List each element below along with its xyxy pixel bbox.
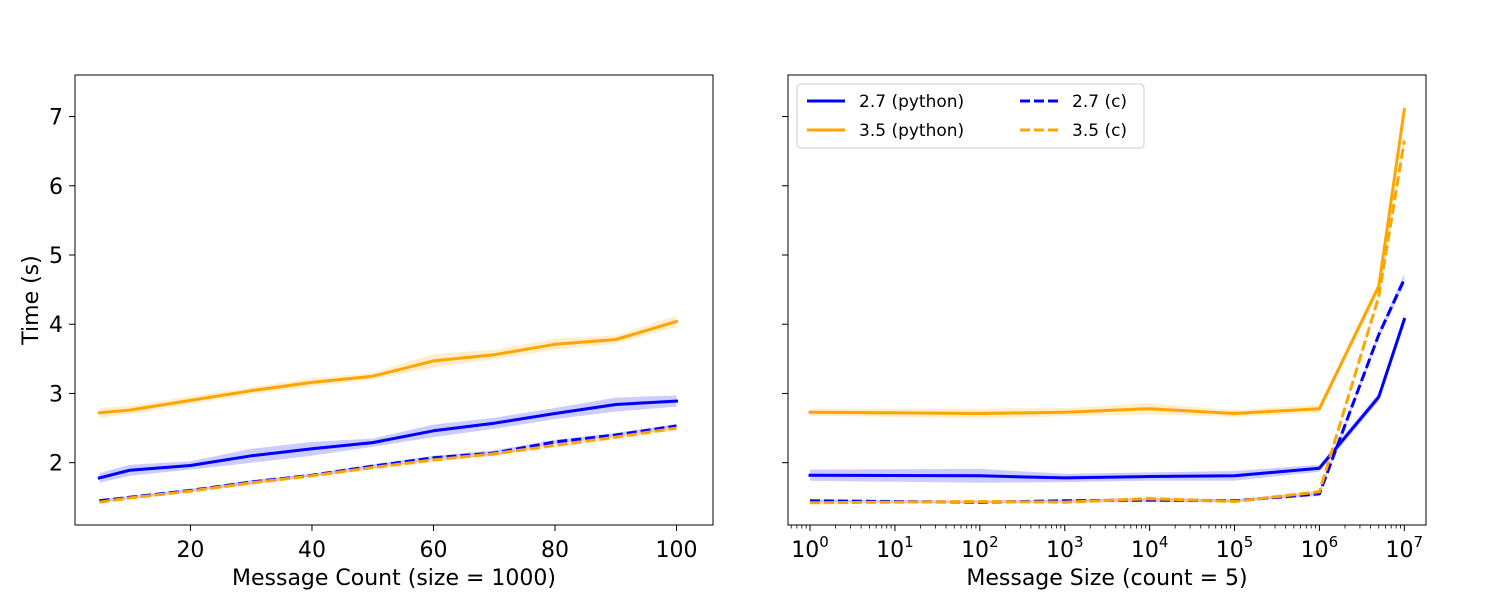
x-tick-label-1-2: 102: [961, 533, 999, 563]
x-tick-label-1-1: 101: [876, 533, 914, 563]
series-line-1-0: [808, 317, 1407, 480]
legend-label-0: 2.7 (python): [859, 92, 964, 112]
y-tick-label-0-3: 5: [49, 244, 63, 269]
left-x-ticks: 20 40 60 80 100: [176, 525, 698, 563]
left-series-lines: [97, 319, 679, 504]
left-y-axis-label: Time (s): [19, 255, 44, 345]
right-x-axis-label: Message Size (count = 5): [966, 566, 1247, 591]
y-tick-label-0-4: 6: [49, 175, 63, 200]
legend-label-3: 3.5 (c): [1072, 121, 1127, 141]
left-axes-frame: [74, 74, 714, 526]
right-plot-panel: 100 101 102 103 104 105 106 107 Message Size (c…: [782, 74, 1427, 591]
x-tick-label-0-1: 40: [298, 538, 326, 563]
right-y-ticks: [782, 116, 788, 464]
legend-label-1: 3.5 (python): [859, 121, 964, 141]
y-tick-label-0-1: 3: [49, 382, 63, 407]
x-tick-label-0-3: 80: [541, 538, 569, 563]
x-tick-label-1-7: 107: [1386, 533, 1424, 563]
right-series-lines: [808, 107, 1407, 505]
left-plot-panel: 20 40 60 80 100 2 3 4 5 6 7 Message Count (size =…: [19, 74, 714, 591]
series-line-0-3: [99, 426, 677, 504]
x-tick-label-1-4: 104: [1131, 533, 1169, 563]
series-line-1-1: [808, 107, 1406, 415]
x-tick-label-1-3: 103: [1046, 533, 1084, 563]
left-x-axis-label: Message Count (size = 1000): [232, 566, 556, 591]
right-x-ticks: 100 101 102 103 104 105 106 107: [790, 525, 1424, 563]
series-line-1-3: [809, 140, 1406, 505]
legend-label-2: 2.7 (c): [1072, 92, 1127, 112]
x-tick-label-1-0: 100: [791, 533, 829, 563]
x-tick-label-0-0: 20: [176, 538, 204, 563]
x-tick-label-1-6: 106: [1301, 533, 1339, 563]
series-line-0-1: [97, 319, 679, 415]
y-tick-label-0-5: 7: [49, 106, 63, 131]
x-tick-label-1-5: 105: [1216, 533, 1254, 563]
right-axes-frame: [787, 74, 1427, 526]
left-y-ticks: 2 3 4 5 6 7: [49, 106, 75, 477]
y-tick-label-0-2: 4: [49, 313, 63, 338]
y-tick-label-0-0: 2: [49, 452, 63, 477]
x-tick-label-0-4: 100: [656, 538, 698, 563]
legend: 2.7 (python) 3.5 (python) 2.7 (c) 3.5 (c): [796, 83, 1145, 149]
series-line-0-0: [97, 399, 679, 480]
x-tick-label-0-2: 60: [419, 538, 447, 563]
